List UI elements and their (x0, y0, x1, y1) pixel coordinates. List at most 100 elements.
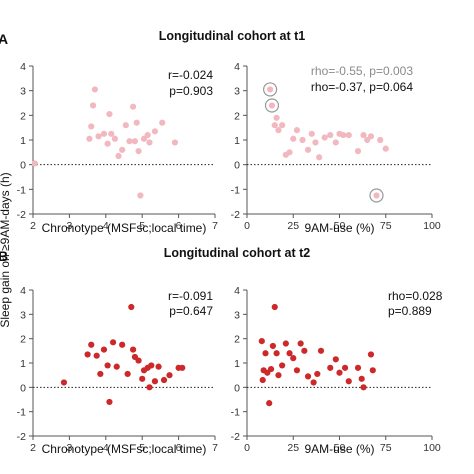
a-right-data-point (268, 102, 276, 109)
a-left-stat-annotation: p=0.903 (169, 84, 213, 98)
b-right-data-point (358, 375, 365, 382)
b-left-stat-annotation: p=0.647 (169, 304, 213, 318)
a-left-data-point (133, 119, 140, 126)
a-right-data-point (360, 131, 367, 139)
b-right-data-point (332, 356, 339, 363)
panel-letter-a: A (0, 31, 8, 47)
a-left-data-point (171, 139, 179, 146)
b-left-y-tick-label: 0 (20, 382, 26, 394)
a-right-data-point (382, 145, 389, 152)
b-left-data-point (97, 370, 104, 378)
b-left-x-tick-label: 2 (30, 442, 36, 454)
a-right-data-point (377, 136, 384, 144)
b-right-data-point (314, 370, 321, 378)
b-left-y-tick-label: 4 (20, 285, 26, 297)
b-right-y-tick-label: 4 (234, 285, 240, 297)
b-left-y-tick-label: 2 (20, 334, 26, 346)
b-left-data-point (88, 341, 95, 348)
b-left-x-tick-label: 3 (66, 442, 72, 454)
a-left-data-point (89, 102, 97, 109)
b-left-stat-annotation: r=-0.091 (168, 289, 213, 303)
a-right-x-tick-label: 100 (423, 220, 441, 232)
a-right-data-point (312, 139, 319, 146)
b-right-x-tick-label: 25 (287, 442, 299, 454)
a-right-data-point (271, 122, 278, 129)
a-left-x-tick-label: 5 (139, 220, 145, 232)
b-right-data-point (267, 365, 275, 373)
a-right-data-point (286, 149, 293, 156)
b-right-data-point (279, 362, 286, 369)
b-left-data-point (109, 339, 117, 346)
b-right-data-point (369, 367, 376, 374)
a-left-y-tick-label: -2 (17, 209, 26, 221)
b-right-data-point (310, 379, 317, 386)
panel-title-a: Longitudinal cohort at t1 (159, 29, 306, 43)
a-left-y-tick-label: 1 (20, 135, 26, 147)
b-right-data-point (327, 364, 334, 371)
a-right-x-tick-label: 25 (287, 220, 299, 232)
b-right-data-point (367, 351, 375, 358)
b-left-data-point (135, 357, 142, 364)
b-right-y-tick-label: 1 (234, 358, 240, 370)
b-right-data-point (345, 378, 352, 385)
a-left-x-tick-label: 4 (103, 220, 109, 232)
a-left-y-tick-label: 0 (20, 160, 26, 172)
b-left-data-point (128, 303, 135, 311)
chart-b-right: -2 -1 0 1 2 3 4 0 25 50 75 100 9AM-use (%) rho=0.028p… (231, 285, 443, 456)
a-right-y-tick-label: -2 (231, 209, 240, 221)
a-left-data-point (31, 160, 38, 167)
b-right-data-point (275, 372, 282, 379)
a-right-y-tick-label: 2 (234, 110, 240, 122)
a-left-data-point (151, 128, 159, 135)
b-right-y-tick-label: 0 (234, 382, 240, 394)
b-left-data-point (93, 352, 100, 359)
b-right-x-axis-label: 9AM-use (%) (304, 442, 374, 456)
b-right-y-tick-label: 3 (234, 309, 240, 321)
b-left-data-point (106, 398, 113, 406)
b-right-data-point (304, 373, 312, 380)
b-left-data-point (179, 364, 186, 371)
b-right-stat-annotation: p=0.889 (388, 304, 432, 318)
b-left-data-point (124, 370, 131, 378)
a-right-highlight-ring (264, 98, 280, 113)
a-left-data-point (130, 103, 137, 110)
a-right-stat-annotation: rho=-0.37, p=0.064 (311, 80, 413, 94)
b-left-y-tick-label: 3 (20, 309, 26, 321)
a-left-data-point (88, 123, 95, 130)
a-right-data-point (273, 114, 280, 121)
a-left-data-point (159, 119, 166, 126)
a-left-x-tick-label: 2 (30, 220, 36, 232)
a-right-y-tick-label: 1 (234, 135, 240, 147)
a-right-data-point (304, 146, 312, 153)
a-left-data-point (95, 133, 102, 140)
a-right-data-point (345, 131, 352, 139)
a-left-data-point (91, 86, 98, 93)
b-right-y-tick-label: -2 (231, 431, 240, 443)
b-right-data-point (282, 340, 289, 347)
b-right-x-tick-label: 75 (380, 442, 392, 454)
b-right-data-point (290, 355, 297, 362)
a-right-y-tick-label: 3 (234, 86, 240, 98)
b-right-data-point (286, 350, 293, 357)
b-left-data-point (139, 375, 146, 382)
a-left-data-point (86, 135, 93, 142)
b-left-x-tick-label: 4 (103, 442, 109, 454)
a-right-data-point (290, 135, 297, 142)
b-left-data-point (113, 363, 120, 370)
b-right-data-point (341, 364, 349, 371)
b-left-data-point (60, 379, 68, 386)
a-right-data-point (332, 139, 339, 146)
a-left-data-point (119, 146, 126, 153)
a-right-highlight-ring (263, 82, 278, 97)
a-left-x-axis-label: Chronotype (MSFsc;local time) (42, 221, 207, 235)
a-left-data-point (122, 122, 129, 129)
a-left-y-tick-label: -1 (17, 184, 26, 196)
b-left-data-point (146, 384, 153, 391)
a-right-data-point (340, 131, 347, 139)
b-right-data-point (271, 303, 278, 311)
b-right-data-point (269, 342, 276, 350)
a-left-data-point (126, 138, 133, 145)
a-right-x-tick-label: 0 (244, 220, 250, 232)
a-right-x-tick-label: 75 (380, 220, 392, 232)
